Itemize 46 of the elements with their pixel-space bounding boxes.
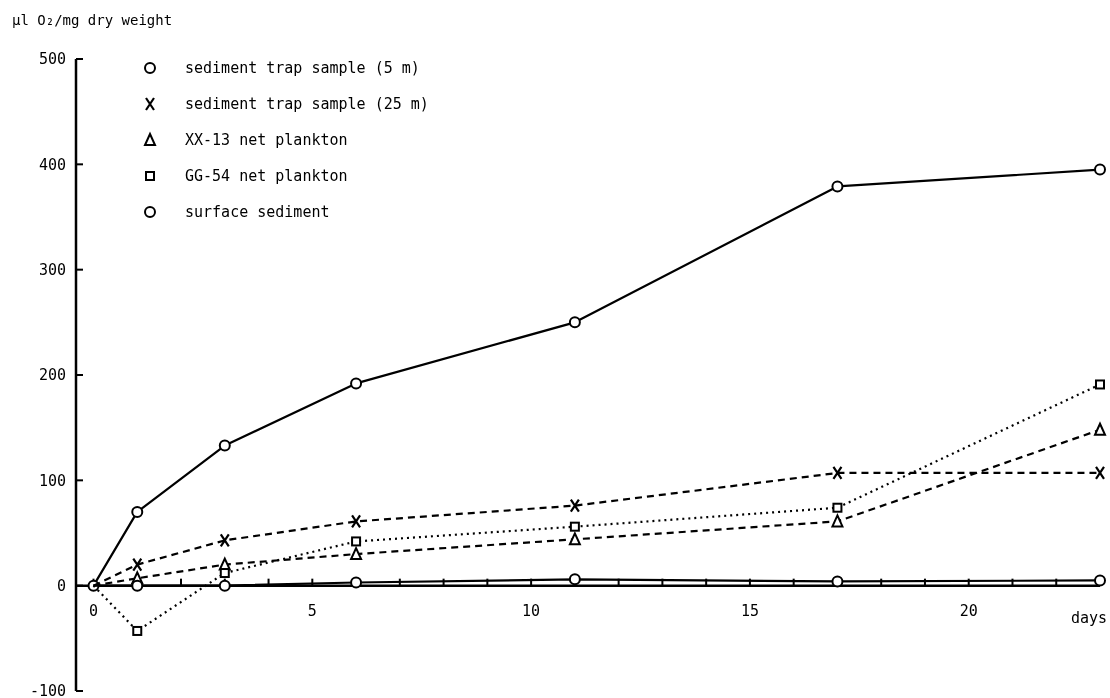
y-tick-label: 400	[38, 155, 66, 174]
y-axis-title: µl O₂/mg dry weight	[12, 12, 173, 28]
y-tick-label: 100	[38, 471, 66, 490]
point	[219, 568, 230, 579]
point	[1095, 379, 1105, 390]
point	[568, 316, 581, 329]
x-tick-label: 20	[959, 601, 978, 620]
y-tick-label: 200	[38, 366, 66, 385]
point	[350, 547, 363, 561]
legend-label: GG-54 net plankton	[185, 167, 348, 186]
point	[831, 514, 844, 528]
legend-label: sediment trap sample (5 m)	[185, 59, 420, 78]
point	[350, 377, 363, 390]
point	[831, 180, 844, 193]
point	[1094, 163, 1106, 176]
x-axis-title: days	[1070, 608, 1107, 627]
x-tick-label: 0	[88, 601, 99, 620]
point	[568, 573, 581, 586]
point	[132, 557, 143, 572]
y-tick-label: 500	[38, 50, 66, 69]
point	[132, 625, 143, 636]
point	[1094, 422, 1106, 436]
y-tick-label: -100	[29, 682, 66, 698]
point	[568, 532, 581, 546]
point	[1094, 465, 1106, 481]
y-tick-label: 300	[38, 260, 66, 279]
x-tick-label: 15	[740, 601, 759, 620]
legend-label: XX-13 net plankton	[185, 131, 348, 150]
point	[569, 521, 580, 532]
point	[569, 498, 580, 513]
point	[218, 439, 231, 452]
point	[351, 536, 362, 547]
point	[219, 533, 230, 548]
legend-label: sediment trap sample (25 m)	[185, 95, 429, 114]
x-tick-label: 10	[522, 601, 541, 620]
point	[350, 514, 362, 529]
point	[350, 576, 363, 589]
point	[218, 579, 231, 592]
point	[1094, 574, 1106, 587]
point	[832, 502, 843, 513]
point	[131, 579, 144, 592]
legend-label: surface sediment	[185, 203, 330, 222]
point	[131, 505, 144, 518]
y-tick-label: 0	[56, 576, 66, 595]
point	[831, 575, 844, 588]
x-tick-label: 5	[307, 601, 317, 620]
